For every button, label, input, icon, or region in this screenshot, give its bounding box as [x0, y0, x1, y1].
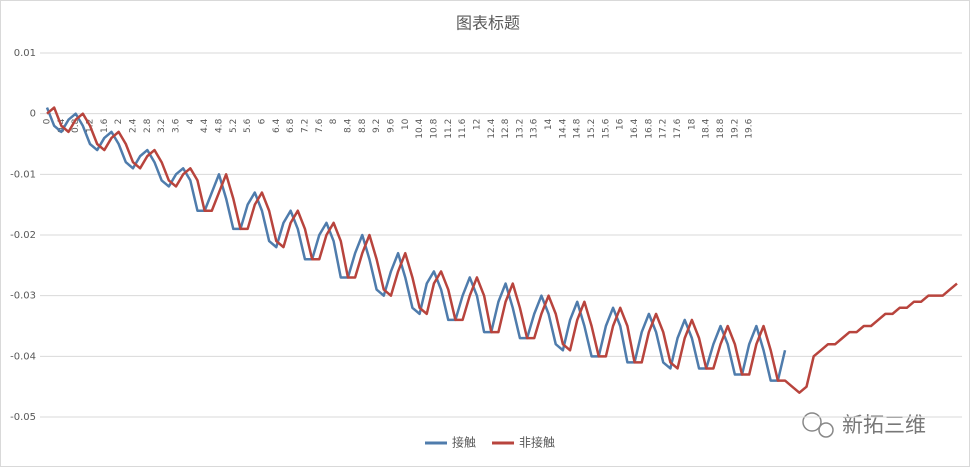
x-tick-label: 16.8 — [644, 118, 654, 138]
y-tick-label: -0.04 — [10, 351, 36, 362]
y-tick-label: 0.01 — [14, 48, 36, 59]
x-tick-label: 13.6 — [530, 118, 540, 138]
legend-label: 接触 — [452, 435, 476, 450]
x-tick-label: 19.2 — [730, 119, 740, 139]
x-tick-label: 0 — [43, 118, 53, 124]
series-line — [46, 106, 958, 394]
x-tick-label: 17.2 — [659, 119, 669, 139]
x-tick-label: 18.8 — [716, 118, 726, 138]
x-tick-label: 6 — [257, 118, 267, 124]
legend: 接触 非接触 — [425, 435, 555, 450]
x-tick-label: 18 — [687, 118, 697, 130]
x-tick-label: 4 — [186, 118, 196, 124]
chart-title: 图表标题 — [456, 14, 520, 33]
y-tick-label: 0 — [30, 109, 36, 120]
y-tick-label: -0.01 — [10, 169, 36, 180]
x-tick-label: 4.8 — [214, 118, 224, 133]
watermark-icon — [818, 422, 834, 438]
x-tick-label: 8.4 — [343, 118, 353, 133]
x-tick-label: 14 — [544, 118, 554, 130]
x-tick-label: 0.8 — [71, 118, 81, 133]
legend-label: 非接触 — [519, 435, 555, 450]
watermark-icon — [802, 412, 822, 432]
x-tick-label: 10 — [401, 118, 411, 130]
x-tick-label: 10.4 — [415, 118, 425, 138]
y-tick-label: -0.05 — [10, 412, 36, 423]
x-tick-label: 7.6 — [315, 118, 325, 133]
x-tick-label: 3.2 — [157, 119, 167, 133]
x-tick-label: 4.4 — [200, 118, 210, 133]
x-tick-label: 6.4 — [272, 118, 282, 133]
x-tick-label: 13.2 — [515, 119, 525, 139]
x-tick-label: 1.6 — [100, 118, 110, 133]
x-tick-label: 5.6 — [243, 118, 253, 133]
x-tick-label: 15.2 — [587, 119, 597, 139]
x-tick-label: 19.6 — [745, 118, 755, 138]
x-tick-label: 9.6 — [386, 118, 396, 133]
y-tick-label: -0.02 — [10, 230, 36, 241]
x-tick-label: 12.4 — [487, 118, 497, 138]
x-tick-label: 10.8 — [429, 118, 439, 138]
x-tick-label: 2 — [114, 119, 124, 125]
x-tick-label: 9.2 — [372, 119, 382, 133]
x-tick-label: 2.8 — [143, 118, 153, 133]
x-tick-label: 2.4 — [128, 118, 138, 133]
x-tick-label: 8.8 — [358, 118, 368, 133]
x-tick-label: 11.2 — [444, 119, 454, 139]
x-tick-label: 11.6 — [458, 118, 468, 138]
x-tick-label: 6.8 — [286, 118, 296, 133]
x-tick-label: 18.4 — [702, 118, 712, 138]
y-tick-label: -0.03 — [10, 291, 36, 302]
x-tick-label: 14.8 — [573, 118, 583, 138]
x-tick-label: 16 — [616, 118, 626, 130]
x-tick-label: 16.4 — [630, 118, 640, 138]
x-tick-label: 5.2 — [229, 119, 239, 133]
x-tick-label: 8 — [329, 118, 339, 124]
x-tick-label: 12.8 — [501, 118, 511, 138]
x-tick-label: 3.6 — [171, 118, 181, 133]
x-tick-label: 15.6 — [601, 118, 611, 138]
x-tick-label: 17.6 — [673, 118, 683, 138]
x-tick-label: 12 — [472, 119, 482, 130]
series-line — [45, 107, 787, 382]
x-tick-label: 7.2 — [300, 119, 310, 133]
x-tick-label: 14.4 — [558, 118, 568, 138]
